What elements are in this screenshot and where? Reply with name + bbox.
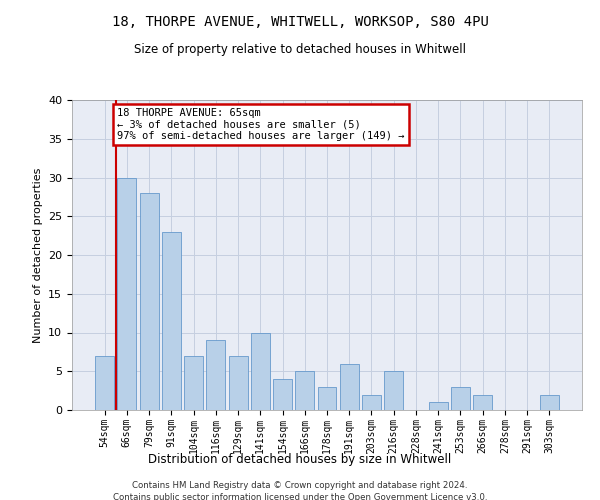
Bar [206,340,225,410]
Text: 18 THORPE AVENUE: 65sqm
← 3% of detached houses are smaller (5)
97% of semi-deta: 18 THORPE AVENUE: 65sqm ← 3% of detached… [117,108,404,141]
Bar [473,394,492,410]
Bar [229,356,248,410]
Bar [95,356,114,410]
Bar [184,356,203,410]
Bar [540,394,559,410]
Bar [251,332,270,410]
Y-axis label: Number of detached properties: Number of detached properties [32,168,43,342]
Text: 18, THORPE AVENUE, WHITWELL, WORKSOP, S80 4PU: 18, THORPE AVENUE, WHITWELL, WORKSOP, S8… [112,15,488,29]
Text: Size of property relative to detached houses in Whitwell: Size of property relative to detached ho… [134,42,466,56]
Bar [162,232,181,410]
Text: Contains HM Land Registry data © Crown copyright and database right 2024.: Contains HM Land Registry data © Crown c… [132,481,468,490]
Bar [451,387,470,410]
Bar [317,387,337,410]
Bar [295,371,314,410]
Bar [140,193,158,410]
Bar [429,402,448,410]
Bar [340,364,359,410]
Bar [384,371,403,410]
Text: Contains public sector information licensed under the Open Government Licence v3: Contains public sector information licen… [113,492,487,500]
Bar [273,379,292,410]
Bar [362,394,381,410]
Bar [118,178,136,410]
Text: Distribution of detached houses by size in Whitwell: Distribution of detached houses by size … [148,452,452,466]
